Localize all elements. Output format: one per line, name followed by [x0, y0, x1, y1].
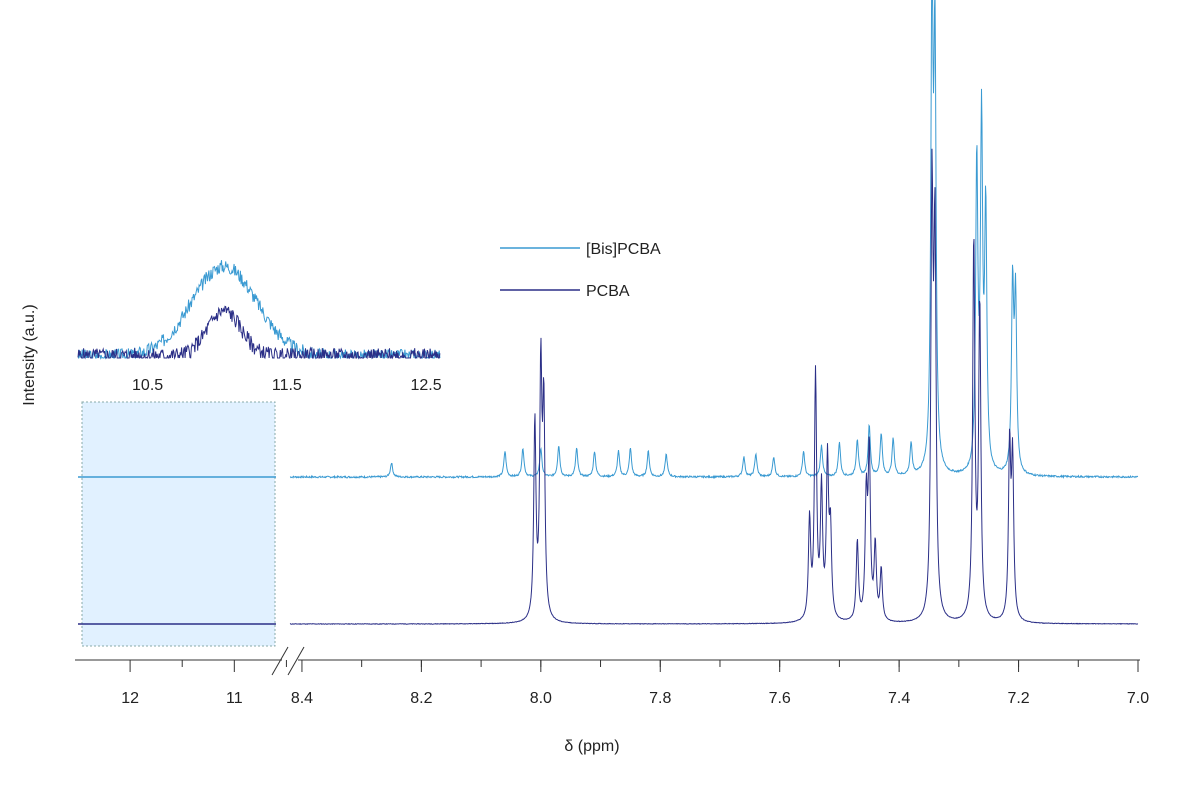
x-tick-label: 11	[226, 690, 243, 707]
x-tick-label: 8.2	[410, 690, 432, 707]
legend-label-bis-pcba: [Bis]PCBA	[586, 241, 661, 258]
x-tick-label: 7.6	[769, 690, 791, 707]
y-axis-title: Intensity (a.u.)	[21, 304, 38, 405]
legend: [Bis]PCBA PCBA	[500, 241, 661, 300]
inset-x-tick-label: 11.5	[272, 377, 302, 394]
highlight-region	[81, 401, 276, 647]
inset-plot: 10.5 11.5 12.5	[77, 260, 442, 394]
x-tick-label: 7.0	[1127, 690, 1149, 707]
axis-break-mark-2	[287, 646, 305, 676]
x-tick-label: 7.8	[649, 690, 671, 707]
inset-series-line-bis-pcba	[78, 260, 441, 360]
inset-series-line-pcba	[77, 305, 441, 360]
x-tick-label: 12	[121, 690, 139, 707]
inset-x-tick-label: 10.5	[132, 377, 163, 394]
series-line-bis-pcba	[289, 0, 1139, 479]
x-tick-label: 8.0	[530, 690, 552, 707]
x-tick-label: 8.4	[291, 690, 313, 707]
x-axis-title: δ (ppm)	[564, 738, 619, 755]
legend-label-pcba: PCBA	[586, 283, 630, 300]
series-line-pcba	[289, 148, 1139, 625]
inset-x-tick-label: 12.5	[411, 377, 442, 394]
main-plot	[78, 0, 1139, 625]
axis-break-mark-1	[271, 646, 289, 676]
x-tick-label: 7.2	[1007, 690, 1029, 707]
x-tick-label: 7.4	[888, 690, 910, 707]
x-axis: 12 11 8.4 8.2 8.0 7.8 7.6 7.4 7.2 7.0 δ (ppm)	[75, 646, 1149, 755]
